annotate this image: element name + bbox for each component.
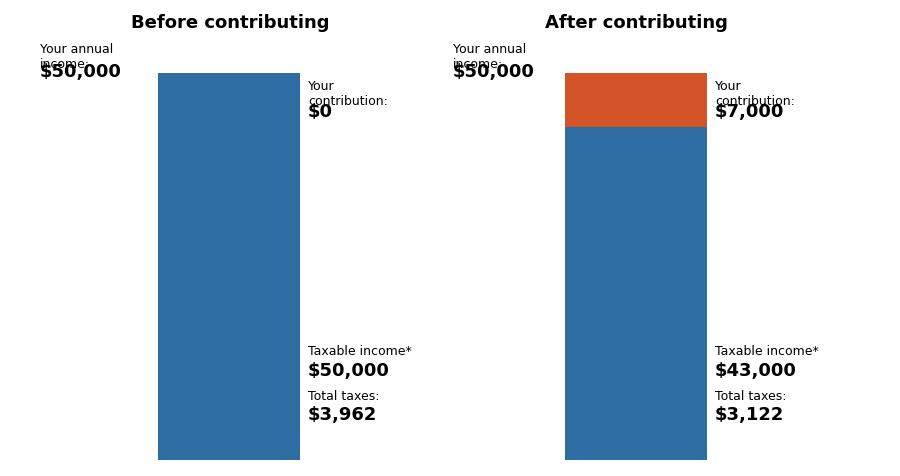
Bar [565, 73, 707, 127]
Text: $0: $0 [308, 103, 333, 121]
Text: $7,000: $7,000 [715, 103, 785, 121]
Text: Your
contribution:: Your contribution: [715, 80, 795, 108]
Text: $50,000: $50,000 [308, 362, 390, 380]
Text: $43,000: $43,000 [715, 362, 796, 380]
Bar [158, 73, 300, 460]
Text: After contributing: After contributing [544, 14, 727, 32]
Bar [565, 127, 707, 460]
Text: Total taxes:: Total taxes: [308, 390, 380, 403]
Text: Taxable income*: Taxable income* [308, 345, 412, 358]
Text: Total taxes:: Total taxes: [715, 390, 787, 403]
Text: $3,962: $3,962 [308, 406, 377, 424]
Text: Your annual
income:: Your annual income: [453, 43, 526, 71]
Text: Your
contribution:: Your contribution: [308, 80, 388, 108]
Text: $50,000: $50,000 [453, 63, 535, 81]
Text: Taxable income*: Taxable income* [715, 345, 819, 358]
Text: Before contributing: Before contributing [130, 14, 329, 32]
Text: $50,000: $50,000 [40, 63, 122, 81]
Text: Your annual
income:: Your annual income: [40, 43, 113, 71]
Text: $3,122: $3,122 [715, 406, 785, 424]
